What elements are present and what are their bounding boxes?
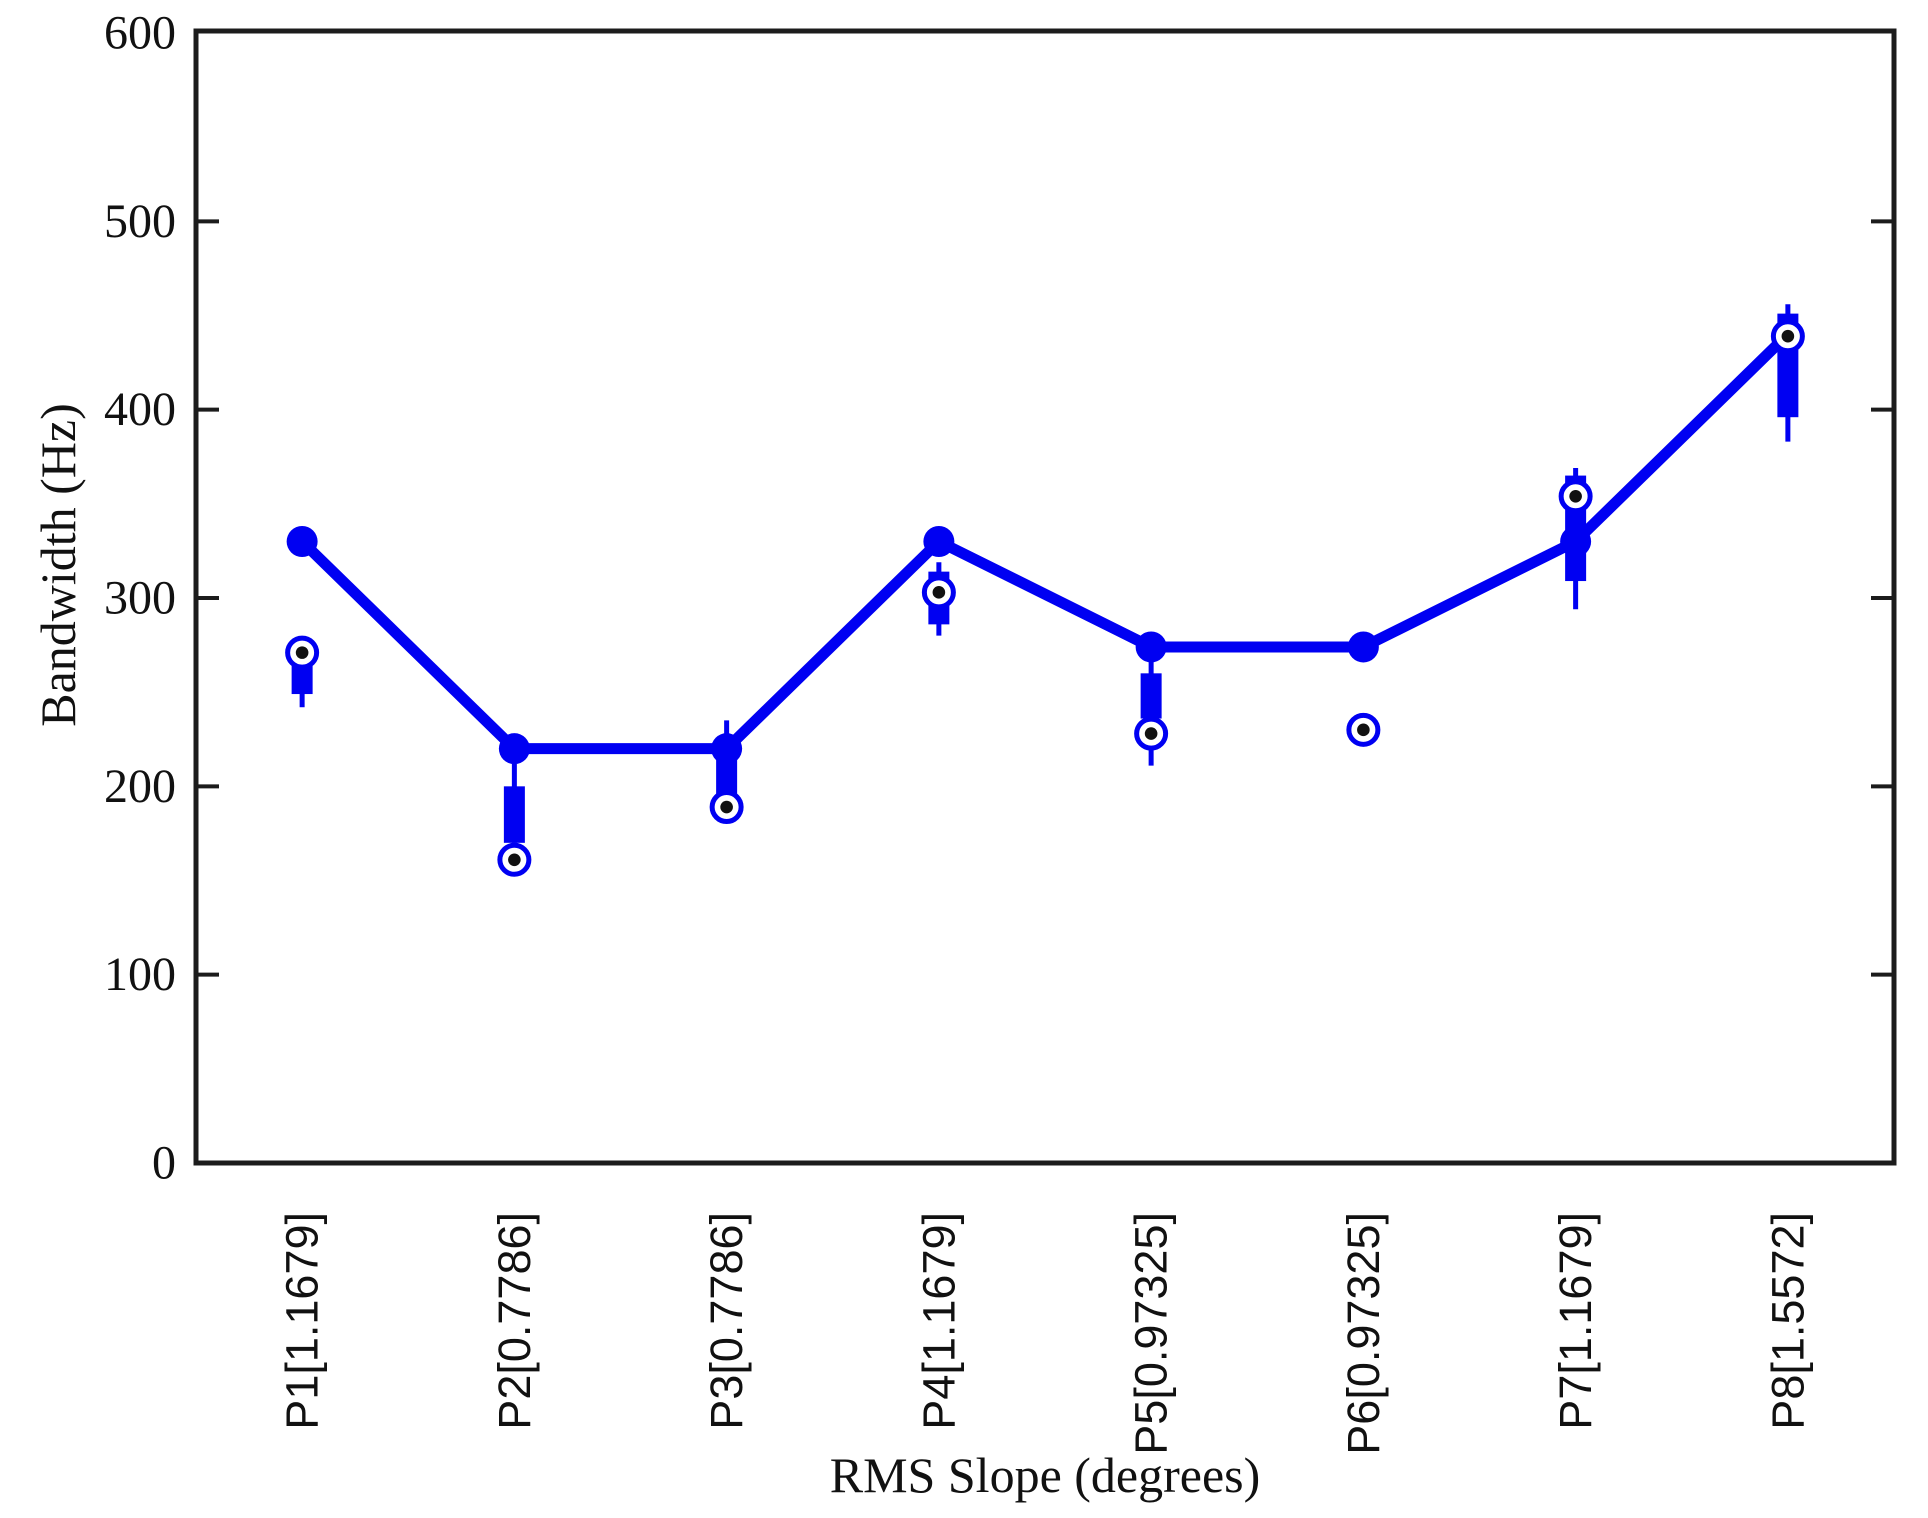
x-tick-label: P2[0.7786] (489, 1212, 540, 1430)
x-tick-label: P1[1.1679] (277, 1212, 328, 1430)
series-marker (1135, 631, 1167, 663)
series-marker (1560, 526, 1592, 557)
outlier-dot (1569, 490, 1582, 503)
outlier-dot (508, 853, 521, 867)
plot-border (193, 28, 1897, 1166)
y-axis-title: Bandwidth (Hz) (30, 403, 86, 727)
y-tick-label: 200 (104, 760, 176, 813)
series-marker (1347, 631, 1379, 663)
y-tick-label: 100 (104, 948, 176, 1001)
y-tick-label: 400 (104, 383, 176, 436)
x-tick-label: P6[0.97325] (1338, 1212, 1389, 1455)
x-tick-label: P3[0.7786] (701, 1212, 752, 1430)
series-marker (923, 526, 955, 557)
chart-generated-layer: 0 100 200 300 400 500 600 P1[1.1679] P2[0.7786] P… (104, 7, 1897, 1455)
y-tick-label: 500 (104, 195, 176, 248)
box (716, 758, 738, 794)
outlier-dot (1144, 727, 1158, 740)
y-tick-label: 0 (152, 1137, 176, 1190)
series-marker (498, 733, 530, 765)
outlier-dot (1781, 329, 1795, 343)
x-tick-label: P4[1.1679] (913, 1212, 964, 1430)
series-marker (711, 733, 743, 765)
x-tick-label: P8[1.5572] (1762, 1212, 1813, 1430)
x-axis-title: RMS Slope (degrees) (830, 1447, 1261, 1503)
series-line (298, 330, 1792, 755)
box (1140, 673, 1162, 719)
x-tick-label: P7[1.1679] (1550, 1212, 1601, 1430)
box (291, 665, 313, 695)
outlier-dot (295, 646, 309, 659)
y-tick-label: 600 (104, 7, 176, 60)
outlier-dot (720, 800, 733, 814)
x-tick-label: P5[0.97325] (1126, 1212, 1177, 1455)
y-tick-label: 300 (104, 572, 176, 625)
outlier-dot (1357, 723, 1370, 737)
box (503, 786, 525, 843)
outlier-dot (932, 586, 946, 599)
series-marker (286, 526, 318, 557)
